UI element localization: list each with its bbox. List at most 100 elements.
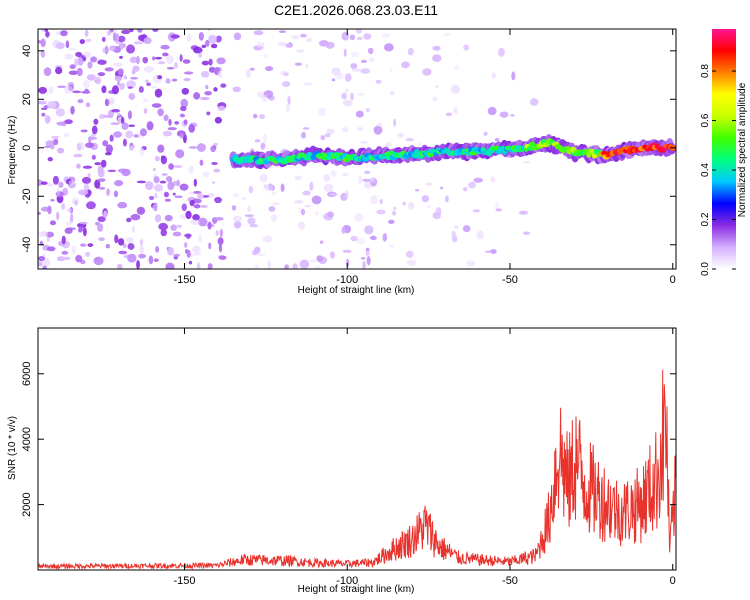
spectrogram-speckle [364,170,371,174]
spectrogram-speckle [198,234,202,243]
spectrogram-speckle [341,92,347,100]
spectrogram-speckle [165,175,173,182]
spectrogram-speckle [56,211,60,221]
spectrogram-speckle [38,100,47,105]
spectrogram-speckle [385,142,392,147]
spectrogram-speckle [61,202,66,210]
spectrogram-speckle [329,251,335,259]
spectrogram-speckle [85,38,92,43]
spectrogram-speckle [254,139,261,143]
spectrogram-x-axis-label: Height of straight line (km) [298,285,415,296]
spectrogram-speckle [38,40,42,44]
snr-y-tick-label: 6000 [21,362,33,386]
spectrogram-speckle [66,208,73,213]
spectrogram-speckle [68,47,77,51]
spectrogram-speckle [51,135,60,140]
spectrogram-speckle [499,111,509,118]
spectrogram-speckle [483,131,488,136]
spectrogram-speckle [148,255,154,265]
spectrogram-speckle [113,190,119,198]
spectrogram-speckle [179,214,187,220]
spectrogram-speckle [93,118,99,125]
spectrogram-speckle [125,130,134,139]
spectrogram-speckle [215,36,222,43]
spectrogram-speckle [357,93,365,96]
spectrogram-speckle [73,153,83,158]
spectrogram-y-tick-label: 40 [21,45,33,57]
spectrogram-speckle [207,193,215,198]
spectrogram-speckle [43,145,52,149]
spectrogram-speckle [331,78,336,82]
spectrogram-speckle [179,54,183,62]
spectrogram-speckle [249,224,258,228]
spectrogram-speckle [161,173,168,176]
spectrogram-speckle [376,122,383,128]
spectrogram-speckle [451,235,458,243]
spectrogram-speckle [97,72,106,77]
spectrogram-speckle [53,138,59,146]
spectrogram-speckle [160,155,168,165]
spectrogram-speckle [218,255,227,260]
spectrogram-speckle [387,219,395,224]
spectrogram-speckle [198,52,203,58]
spectrogram-speckle [173,62,179,69]
spectrogram-speckle [330,169,337,178]
spectrogram-speckle [68,70,78,76]
spectrogram-speckle [132,65,140,72]
spectrogram-speckle [425,182,433,186]
spectrogram-speckle [252,113,258,119]
spectrogram-speckle [117,112,121,116]
spectrogram-speckle [56,121,67,126]
spectrogram-speckle [58,181,64,188]
spectrogram-speckle [193,204,201,209]
spectrogram-speckle [294,175,302,181]
spectrogram-speckle [175,224,183,229]
spectrogram-y-tick-label: 20 [21,93,33,105]
spectrogram-speckle [121,168,131,177]
spectrogram-speckle [109,29,114,33]
spectrogram-speckle [38,261,43,267]
spectrogram-speckle [113,131,123,138]
spectrogram-speckle [146,121,154,131]
spectrogram-speckle [198,217,208,227]
spectrogram-speckle [94,76,102,85]
spectrogram-speckle [217,70,223,79]
spectrogram-speckle [137,29,143,33]
spectrogram-speckle [69,213,74,223]
spectrogram-speckle [77,98,84,104]
colorbar-tick-label: 0.4 [700,163,711,177]
spectrogram-speckle [76,67,83,77]
spectrogram-speckle [97,216,106,223]
spectrogram-speckle [193,92,201,100]
spectrogram-speckle [373,125,383,135]
spectrogram-speckle [79,221,88,225]
spectrogram-speckle [405,250,414,258]
spectrogram-speckle [497,47,505,57]
spectrogram-speckle [98,186,106,190]
spectrogram-speckle [186,33,192,43]
colorbar-gradient [712,29,736,269]
spectrogram-speckle [152,29,159,32]
spectrogram-speckle [170,224,177,231]
spectrogram-speckle [69,64,76,70]
spectrogram-speckle [180,98,189,108]
spectrogram-speckle [113,62,123,67]
snr-y-tick-label: 2000 [21,492,33,516]
spectrogram-speckle [376,209,386,215]
spectrogram-speckle [328,192,339,197]
snr-x-tick-label: -50 [502,575,518,587]
spectrogram-speckle [164,214,173,222]
spectrogram-speckle [463,44,470,51]
spectrogram-speckle [90,56,98,63]
spectrogram-speckle [326,128,335,135]
spectrogram-speckle [104,152,112,156]
spectrogram-speckle [43,67,52,76]
spectrogram-speckle [133,41,144,45]
spectrogram-speckle [50,198,55,202]
spectrogram-speckle [163,114,169,122]
spectrogram-speckle [142,56,149,64]
spectrogram-speckle [196,262,201,269]
spectrogram-speckle [426,205,432,209]
spectrogram-speckle [268,206,276,212]
spectrogram-speckle [172,192,176,196]
